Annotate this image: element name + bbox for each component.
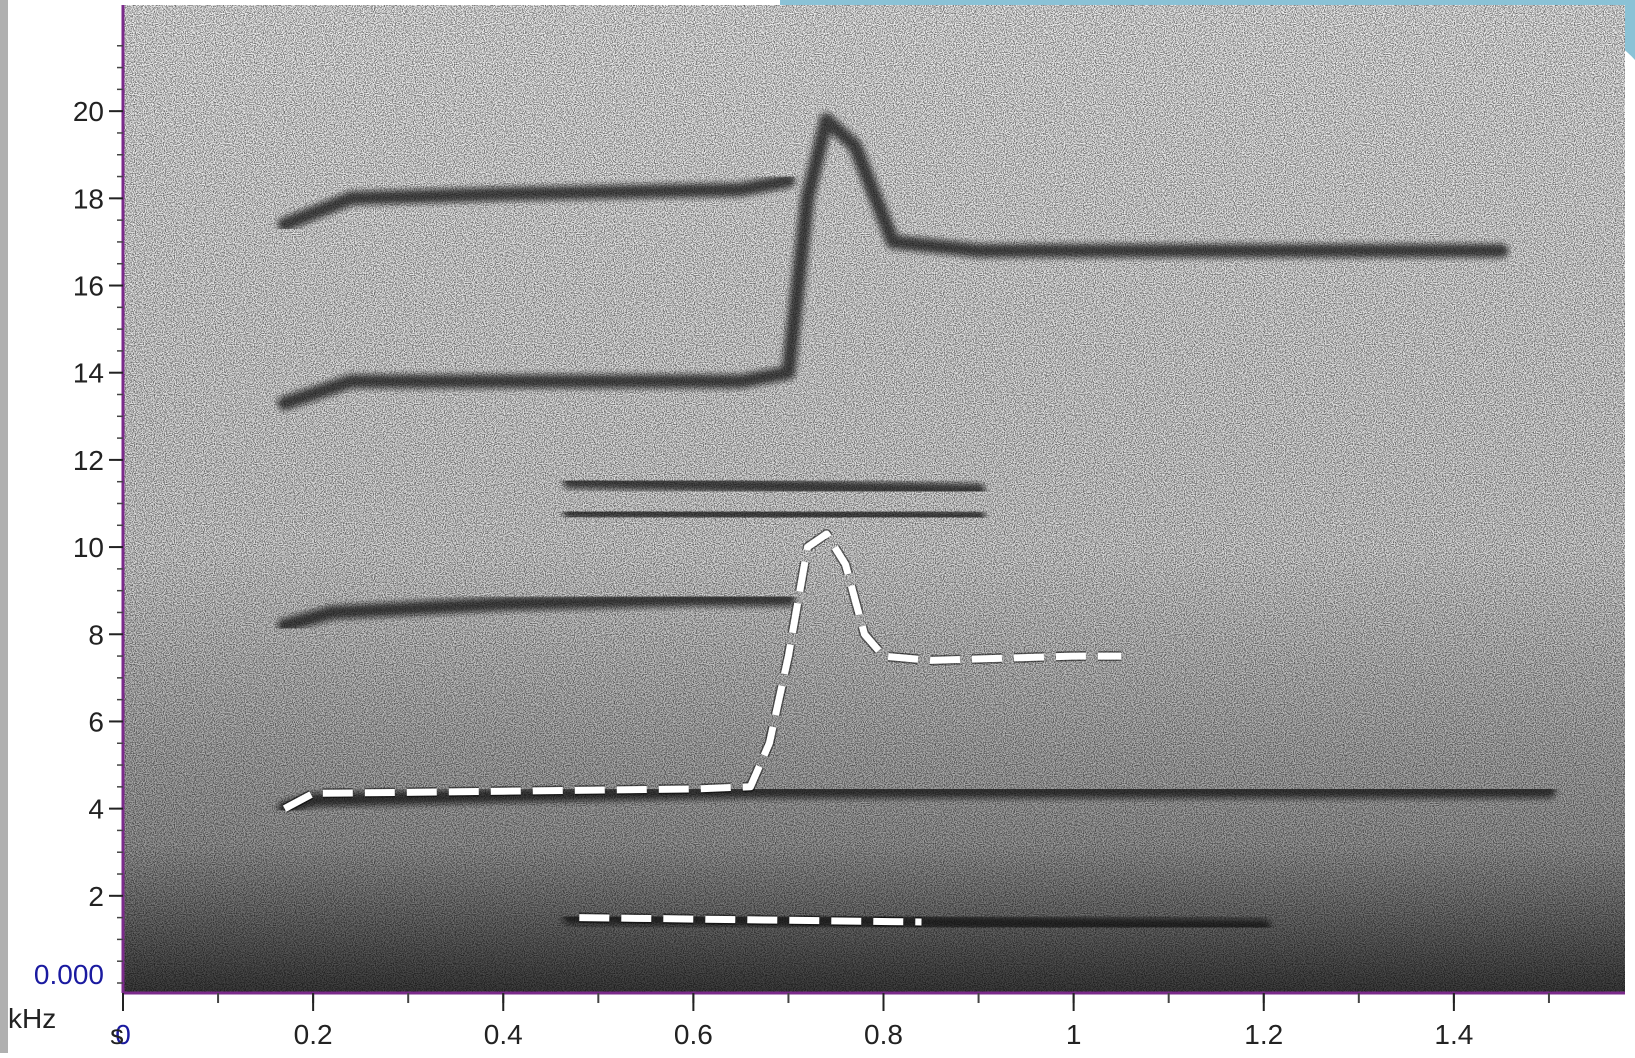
y-tick-label-7: 16 — [73, 271, 104, 302]
y-tick-label-0: 2 — [88, 881, 104, 912]
harmonic-band-3 — [277, 592, 796, 633]
harmonic-bands — [277, 112, 1556, 934]
x-tick-label-7: 1.4 — [1434, 1019, 1473, 1050]
x-tick-label-4: 0.8 — [864, 1019, 903, 1050]
y-axis-ticks: 2 4 6 8 10 12 14 16 18 20 — [73, 45, 123, 984]
x-tick-label-0: 0 — [115, 1019, 131, 1050]
x-tick-label-2: 0.4 — [484, 1019, 523, 1050]
x-tick-label-6: 1.2 — [1244, 1019, 1283, 1050]
x-tick-label-1: 0.2 — [294, 1019, 333, 1050]
low-frequency-energy — [123, 5, 1625, 993]
y-tick-label-2: 6 — [88, 706, 104, 737]
y-tick-label-3: 8 — [88, 619, 104, 650]
y-tick-label-1: 4 — [88, 794, 104, 825]
y-unit-label: kHz — [8, 1003, 56, 1034]
y-tick-label-5: 12 — [73, 445, 104, 476]
annotation-trace-1 — [282, 530, 1122, 812]
harmonic-band-4 — [277, 784, 1556, 816]
harmonic-band-2 — [277, 112, 1509, 411]
y-origin-label: 0.000 — [34, 959, 104, 990]
x-axis-ticks: 0 0.2 0.4 0.6 0.8 1 1.2 1.4 — [115, 993, 1550, 1050]
annotation-trace-2 — [579, 914, 922, 926]
x-unit-label: s — [110, 1019, 124, 1050]
y-tick-label-4: 10 — [73, 532, 104, 563]
y-tick-label-8: 18 — [73, 183, 104, 214]
left-frame-edge — [0, 0, 8, 1053]
harmonic-band-8 — [562, 474, 986, 498]
x-tick-label-3: 0.6 — [674, 1019, 713, 1050]
harmonic-band-9 — [562, 505, 986, 524]
x-tick-label-5: 1 — [1066, 1019, 1082, 1050]
y-tick-label-9: 20 — [73, 96, 104, 127]
y-tick-label-6: 14 — [73, 358, 104, 389]
axes — [121, 5, 1625, 995]
harmonic-band-1 — [277, 173, 796, 232]
annotation-traces — [282, 529, 1122, 927]
